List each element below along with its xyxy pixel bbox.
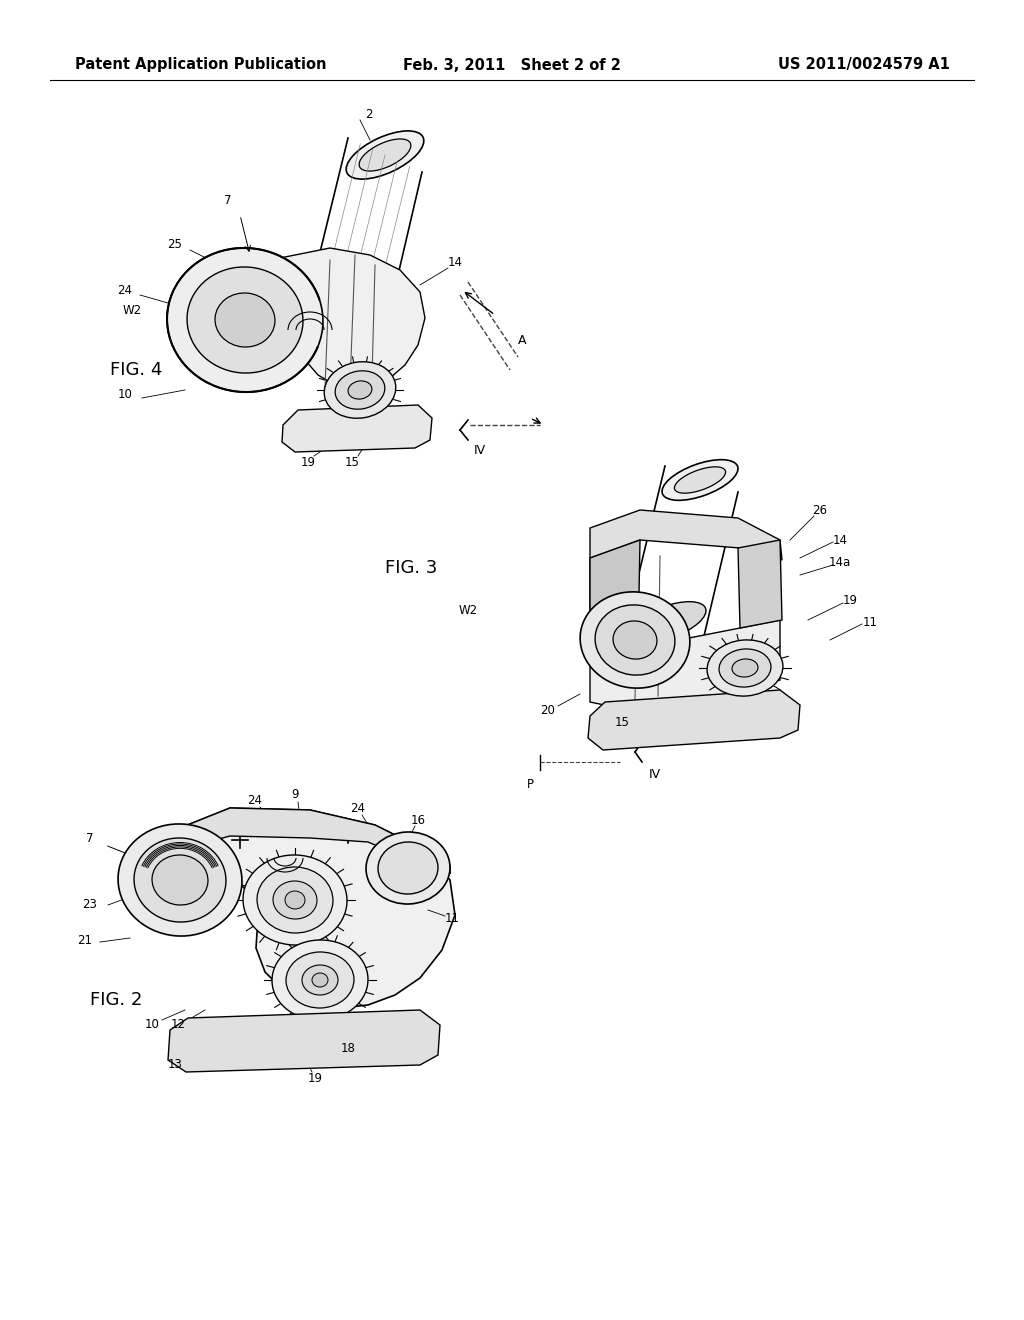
Ellipse shape <box>243 855 347 945</box>
Ellipse shape <box>325 362 396 418</box>
Text: IV: IV <box>474 444 486 457</box>
Ellipse shape <box>134 838 226 923</box>
Text: WI: WI <box>437 863 453 876</box>
Text: 12: 12 <box>171 1019 185 1031</box>
Ellipse shape <box>187 267 303 374</box>
Text: 14a: 14a <box>828 556 851 569</box>
Text: 7: 7 <box>86 832 94 845</box>
Polygon shape <box>175 808 455 1008</box>
Ellipse shape <box>595 605 675 675</box>
Polygon shape <box>282 405 432 451</box>
Ellipse shape <box>167 248 323 392</box>
Ellipse shape <box>346 131 424 180</box>
Ellipse shape <box>285 891 305 909</box>
Text: FIG. 2: FIG. 2 <box>90 991 142 1008</box>
Text: IV: IV <box>649 768 662 781</box>
Ellipse shape <box>662 459 738 500</box>
Text: 18: 18 <box>341 1041 355 1055</box>
Ellipse shape <box>366 832 450 904</box>
Text: FIG. 3: FIG. 3 <box>385 558 437 577</box>
Text: 25: 25 <box>168 239 182 252</box>
Text: W2: W2 <box>123 304 141 317</box>
Text: FIG. 4: FIG. 4 <box>110 360 163 379</box>
Text: 2: 2 <box>365 108 373 121</box>
Polygon shape <box>590 510 782 560</box>
Ellipse shape <box>348 381 372 399</box>
Text: 11: 11 <box>862 615 878 628</box>
Ellipse shape <box>118 824 242 936</box>
Ellipse shape <box>707 640 783 696</box>
Ellipse shape <box>272 940 368 1020</box>
Ellipse shape <box>630 602 706 643</box>
Text: Patent Application Publication: Patent Application Publication <box>75 58 327 73</box>
Text: 24: 24 <box>350 801 366 814</box>
Ellipse shape <box>286 952 354 1008</box>
Text: 11: 11 <box>444 912 460 924</box>
Polygon shape <box>175 808 425 862</box>
Ellipse shape <box>335 371 385 409</box>
Text: 19: 19 <box>307 1072 323 1085</box>
Ellipse shape <box>302 965 338 995</box>
Text: Feb. 3, 2011   Sheet 2 of 2: Feb. 3, 2011 Sheet 2 of 2 <box>403 58 621 73</box>
Ellipse shape <box>215 293 275 347</box>
Ellipse shape <box>311 276 389 325</box>
Ellipse shape <box>257 867 333 933</box>
Text: US 2011/0024579 A1: US 2011/0024579 A1 <box>778 58 950 73</box>
Text: 14: 14 <box>447 256 463 268</box>
Ellipse shape <box>581 591 690 688</box>
Text: 19: 19 <box>843 594 857 606</box>
Polygon shape <box>590 558 780 711</box>
Ellipse shape <box>613 620 657 659</box>
Text: 10: 10 <box>144 1019 160 1031</box>
Polygon shape <box>280 248 425 388</box>
Ellipse shape <box>732 659 758 677</box>
Polygon shape <box>588 690 800 750</box>
Polygon shape <box>168 1010 440 1072</box>
Ellipse shape <box>312 973 328 987</box>
Text: 23: 23 <box>83 899 97 912</box>
Ellipse shape <box>719 649 771 688</box>
Text: 9: 9 <box>291 788 299 801</box>
Text: 24: 24 <box>118 284 132 297</box>
Text: 26: 26 <box>812 503 827 516</box>
Text: P: P <box>526 779 534 792</box>
Text: 10: 10 <box>118 388 132 401</box>
Text: 14: 14 <box>833 533 848 546</box>
Text: 21: 21 <box>78 933 92 946</box>
Text: 15: 15 <box>344 455 359 469</box>
Text: 13: 13 <box>168 1059 182 1072</box>
Text: 20: 20 <box>541 704 555 717</box>
Text: 17: 17 <box>400 842 416 854</box>
Polygon shape <box>590 540 640 648</box>
Text: 19: 19 <box>300 455 315 469</box>
Ellipse shape <box>273 880 317 919</box>
Text: W2: W2 <box>459 603 477 616</box>
Text: A: A <box>518 334 526 346</box>
Ellipse shape <box>378 842 438 894</box>
Ellipse shape <box>359 139 411 172</box>
Polygon shape <box>738 540 782 628</box>
Text: 24: 24 <box>248 793 262 807</box>
Ellipse shape <box>675 467 726 494</box>
Text: 7: 7 <box>224 194 231 206</box>
Ellipse shape <box>152 855 208 906</box>
Text: 16: 16 <box>411 813 426 826</box>
Text: 15: 15 <box>614 715 630 729</box>
